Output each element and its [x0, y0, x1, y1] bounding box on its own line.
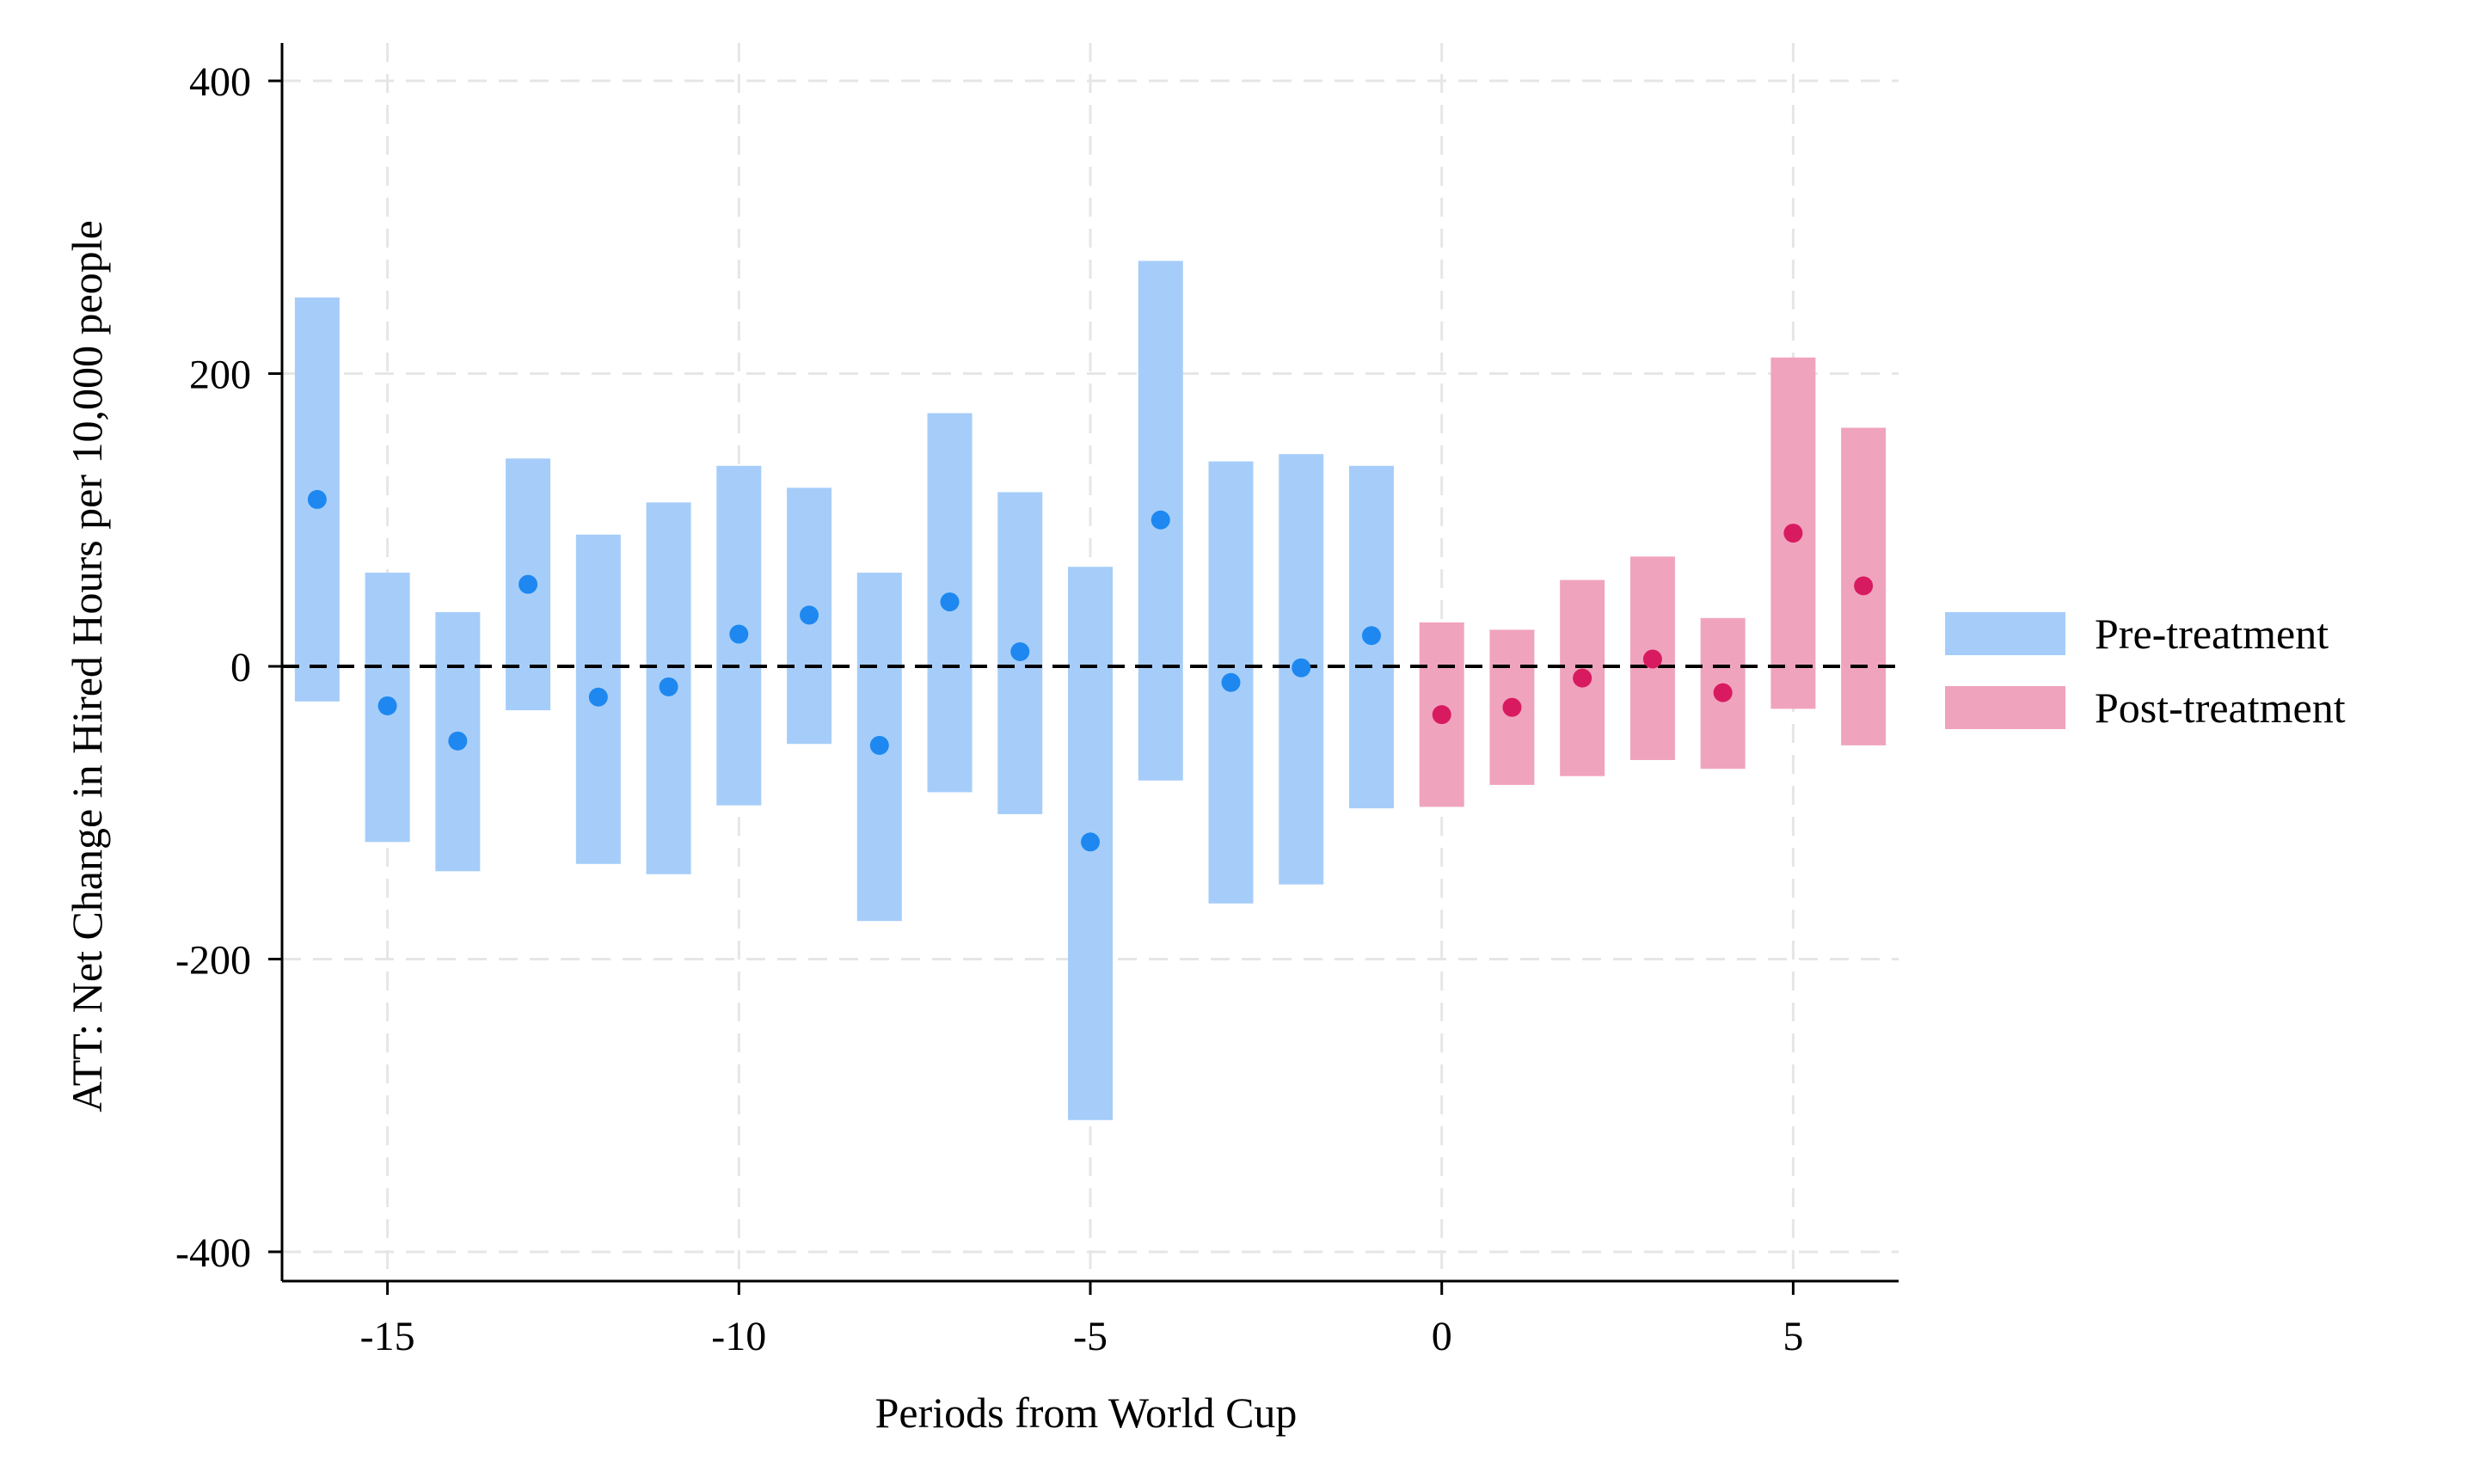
estimate-point: [659, 677, 678, 696]
estimate-point: [1151, 510, 1170, 530]
estimate-point: [1081, 832, 1100, 852]
x-tick-label: 5: [1783, 1314, 1803, 1359]
y-tick-label: 400: [189, 59, 251, 105]
estimate-point: [307, 489, 327, 509]
legend-swatch: [1945, 686, 2065, 729]
axes: [268, 43, 1899, 1295]
estimate-point: [448, 731, 468, 751]
legend: Pre-treatment Post-treatment: [1945, 610, 2346, 732]
estimate-point: [1642, 649, 1662, 669]
estimate-point: [519, 574, 538, 594]
legend-label: Pre-treatment: [2095, 610, 2329, 658]
estimate-point: [1292, 658, 1311, 678]
estimate-point: [1854, 576, 1874, 596]
estimate-point: [1361, 626, 1381, 646]
tick-labels: -400 -200 0 200 400 -15 -10 -5 0 5: [175, 59, 1803, 1359]
x-axis-title: Periods from World Cup: [875, 1389, 1298, 1437]
estimate-points: [307, 489, 1874, 852]
estimate-point: [940, 592, 960, 612]
y-tick-label: 200: [189, 353, 251, 398]
x-tick-label: 0: [1432, 1314, 1452, 1359]
confidence-bands: [294, 261, 1887, 1120]
estimate-point: [588, 687, 608, 707]
estimate-point: [377, 696, 397, 715]
estimate-point: [1573, 668, 1592, 688]
estimate-point: [1221, 672, 1241, 692]
estimate-point: [1432, 705, 1451, 725]
legend-label: Post-treatment: [2095, 684, 2346, 732]
estimate-point: [800, 605, 819, 625]
estimate-point: [1783, 524, 1803, 543]
estimate-point: [869, 735, 889, 755]
legend-swatch: [1945, 612, 2065, 655]
x-tick-label: -10: [711, 1314, 766, 1359]
y-tick-label: -400: [175, 1230, 251, 1276]
y-tick-label: -200: [175, 937, 251, 983]
estimate-point: [1713, 683, 1733, 702]
estimate-point: [1502, 697, 1522, 717]
y-axis-title: ATT: Net Change in Hired Hours per 10,00…: [63, 220, 111, 1113]
estimate-point: [729, 624, 749, 644]
x-tick-label: -5: [1073, 1314, 1108, 1359]
y-tick-label: 0: [230, 645, 251, 690]
x-tick-label: -15: [360, 1314, 415, 1359]
estimate-point: [1010, 641, 1030, 661]
